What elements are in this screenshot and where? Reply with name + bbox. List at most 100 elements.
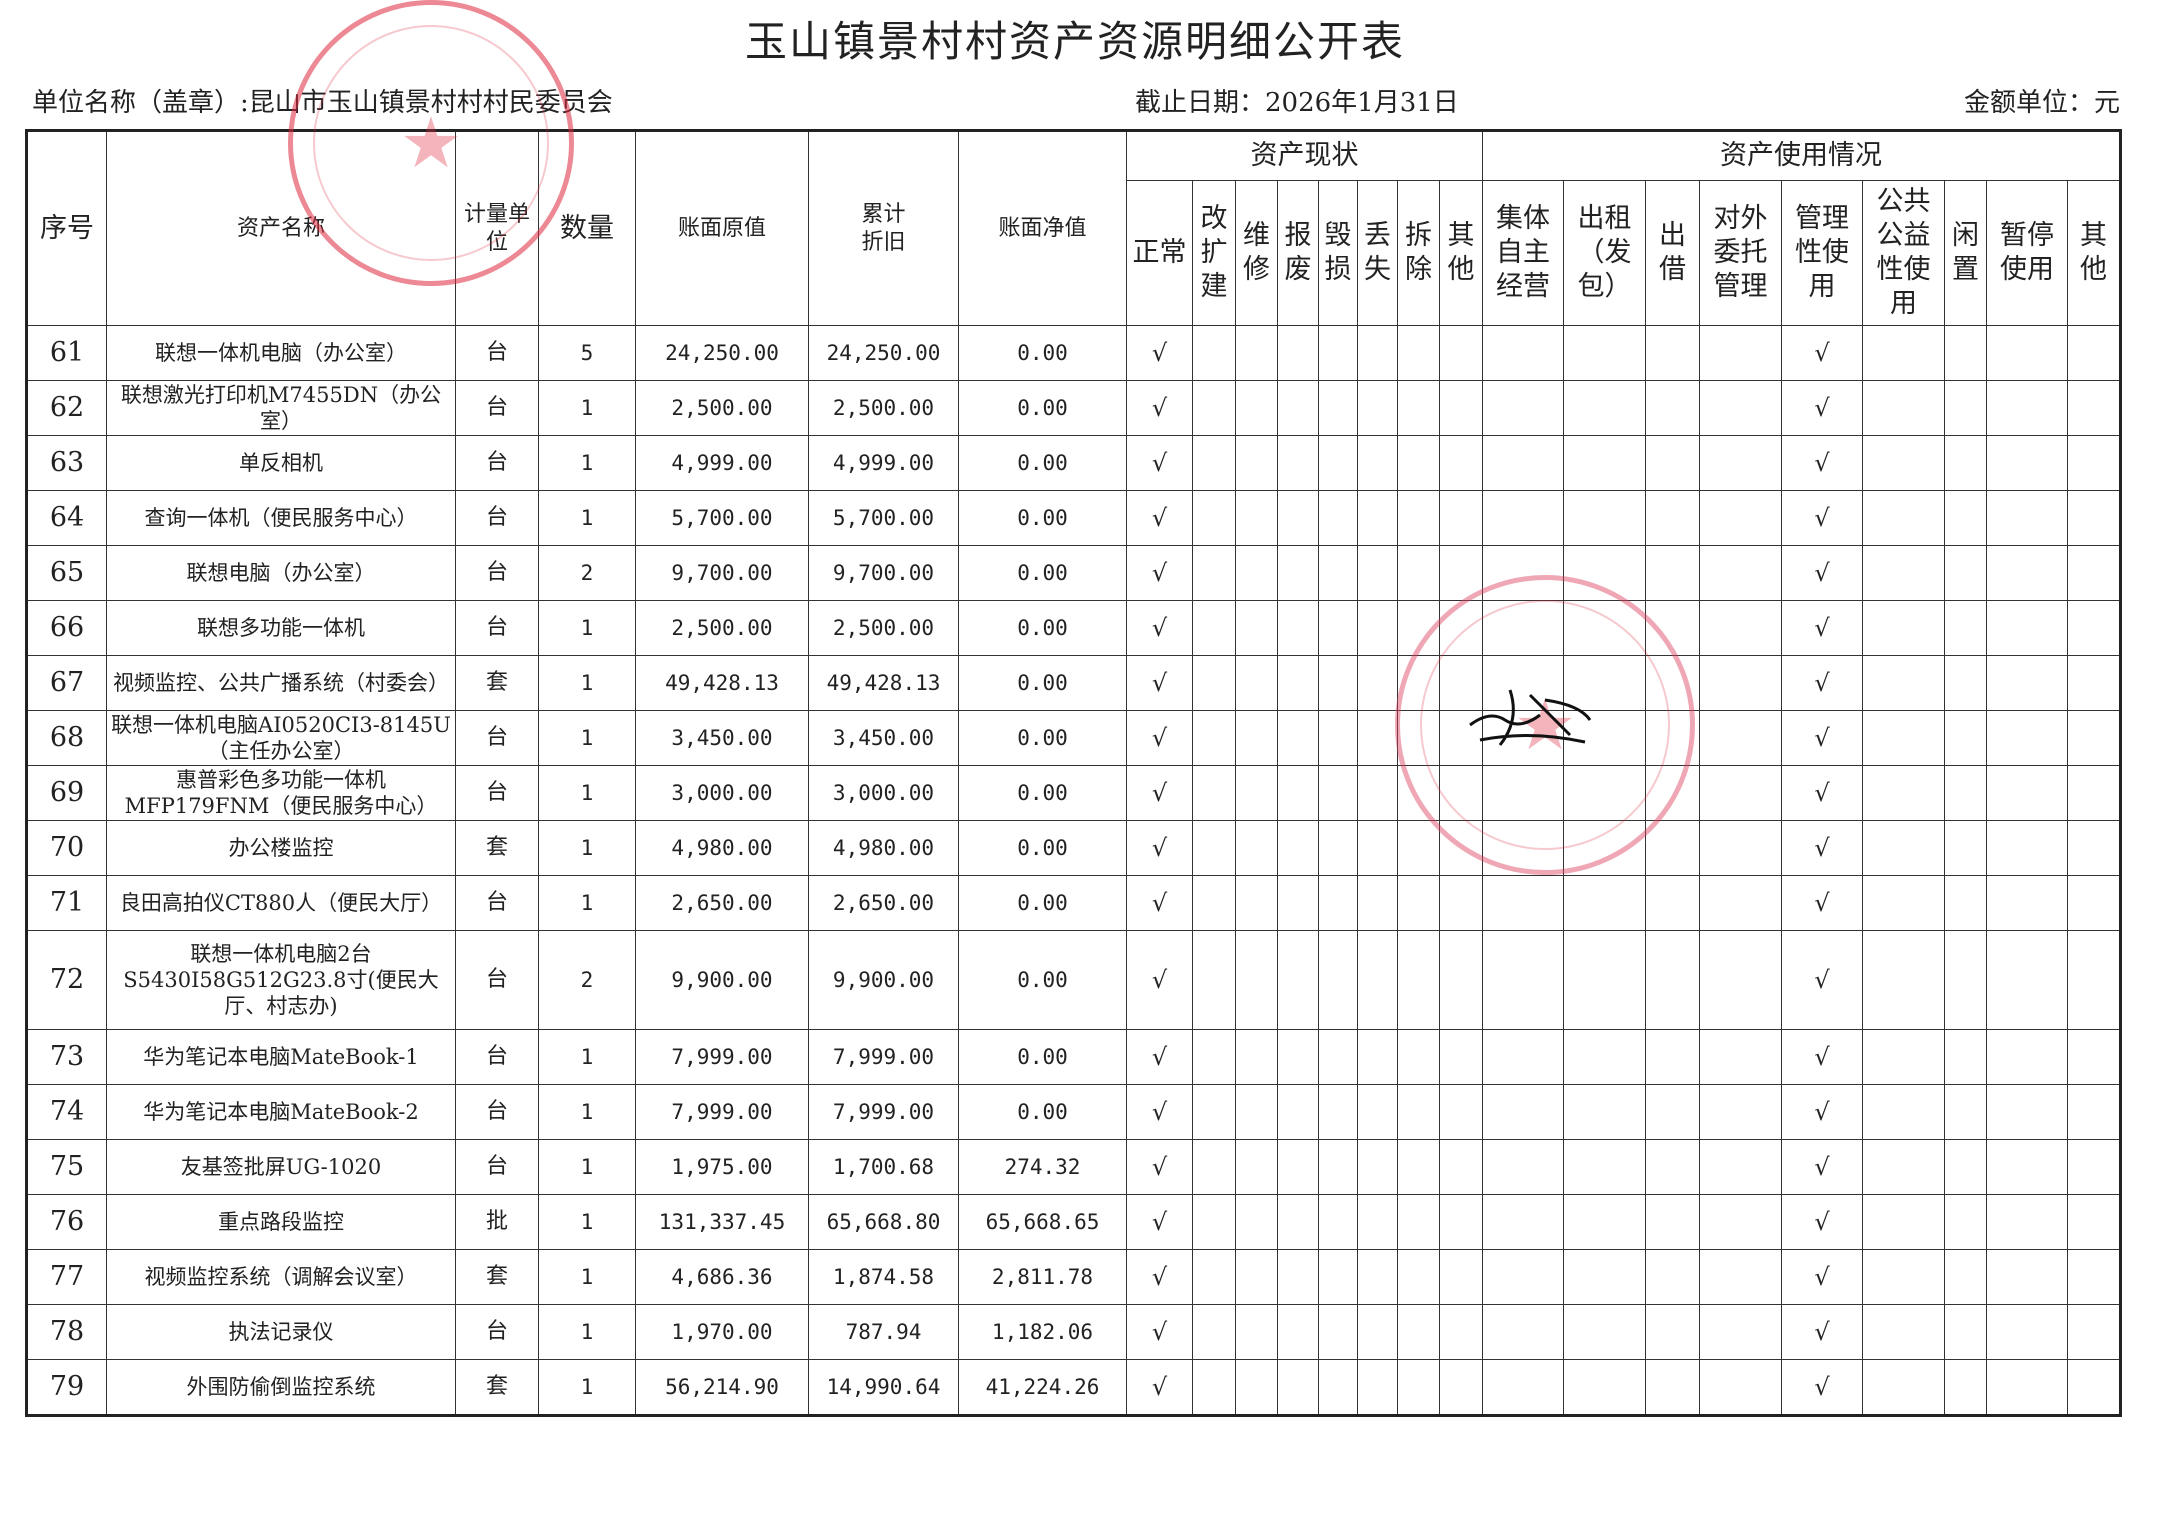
- status-cell-3: [1277, 875, 1319, 931]
- row-seq: 74: [26, 1084, 107, 1140]
- header-net: 账面净值: [958, 130, 1127, 326]
- usage-cell-0: [1482, 1139, 1564, 1195]
- row-seq: 72: [26, 930, 107, 1030]
- status-cell-1: [1192, 655, 1236, 711]
- status-cell-7: [1439, 1029, 1483, 1085]
- usage-cell-3: [1699, 875, 1782, 931]
- usage-cell-8: [2066, 1249, 2122, 1305]
- check-mark-icon: √: [1126, 1029, 1193, 1085]
- header-unit: 计量单位: [455, 130, 539, 326]
- usage-cell-6: [1944, 875, 1987, 931]
- book-net-value: 0.00: [958, 655, 1127, 711]
- usage-cell-6: [1944, 545, 1987, 601]
- usage-cell-3: [1699, 820, 1782, 876]
- check-mark-icon: √: [1781, 600, 1863, 656]
- table-row: 73 华为笔记本电脑MateBook-1 台 1 7,999.00 7,999.00 0.0…: [26, 1029, 2122, 1085]
- header-depreciation: 累计折旧: [808, 130, 959, 326]
- table-row: 77 视频监控系统（调解会议室）套 1 4,686.36 1,874.58 2,811.7…: [26, 1249, 2122, 1305]
- status-cell-2: [1235, 1194, 1278, 1250]
- status-cell-7: [1439, 1304, 1483, 1360]
- header-status-3: 报废: [1277, 180, 1319, 326]
- status-cell-5: [1357, 435, 1398, 491]
- accumulated-depreciation: 9,700.00: [808, 545, 959, 601]
- status-cell-6: [1397, 1249, 1440, 1305]
- usage-cell-2: [1645, 490, 1700, 546]
- usage-cell-2: [1645, 600, 1700, 656]
- status-cell-1: [1192, 1084, 1236, 1140]
- quantity: 1: [538, 1139, 636, 1195]
- status-cell-4: [1318, 1139, 1358, 1195]
- header-status-5: 丢失: [1357, 180, 1398, 326]
- check-mark-icon: √: [1781, 1029, 1863, 1085]
- handwritten-signature: [1469, 689, 1592, 746]
- book-net-value: 274.32: [958, 1139, 1127, 1195]
- usage-cell-8: [2066, 1084, 2122, 1140]
- usage-cell-8: [2066, 875, 2122, 931]
- usage-cell-3: [1699, 1194, 1782, 1250]
- check-mark-icon: √: [1781, 380, 1863, 436]
- row-seq: 70: [26, 820, 107, 876]
- book-original-value: 49,428.13: [635, 655, 809, 711]
- currency-unit: 金额单位：元: [1963, 88, 2120, 118]
- usage-cell-2: [1645, 930, 1700, 1030]
- status-cell-5: [1357, 1029, 1398, 1085]
- row-seq: 69: [26, 765, 107, 821]
- asset-name: 联想一体机电脑AI0520CI3-8145U（主任办公室）: [106, 710, 456, 766]
- usage-cell-0: [1482, 765, 1564, 821]
- check-mark-icon: √: [1781, 930, 1863, 1030]
- header-status-0: 正常: [1126, 180, 1193, 326]
- book-original-value: 1,975.00: [635, 1139, 809, 1195]
- usage-cell-7: [1986, 710, 2068, 766]
- header-usage-8: 其他: [2066, 180, 2122, 326]
- book-original-value: 2,500.00: [635, 600, 809, 656]
- usage-cell-2: [1645, 765, 1700, 821]
- check-mark-icon: √: [1781, 1359, 1863, 1416]
- book-net-value: 0.00: [958, 930, 1127, 1030]
- book-net-value: 0.00: [958, 820, 1127, 876]
- usage-cell-6: [1944, 765, 1987, 821]
- measure-unit: 套: [455, 1249, 539, 1305]
- usage-cell-1: [1563, 1084, 1646, 1140]
- header-qty: 数量: [538, 130, 636, 326]
- usage-cell-5: [1862, 545, 1945, 601]
- status-cell-2: [1235, 875, 1278, 931]
- measure-unit: 台: [455, 710, 539, 766]
- status-cell-3: [1277, 765, 1319, 821]
- table-row: 72 联想一体机电脑2台S5430I58G512G23.8寸(便民大厅、村志办) 台…: [26, 930, 2122, 1030]
- usage-cell-6: [1944, 600, 1987, 656]
- usage-cell-2: [1645, 545, 1700, 601]
- usage-cell-8: [2066, 1029, 2122, 1085]
- check-mark-icon: √: [1126, 1194, 1193, 1250]
- usage-cell-1: [1563, 380, 1646, 436]
- accumulated-depreciation: 9,900.00: [808, 930, 959, 1030]
- asset-name: 执法记录仪: [106, 1304, 456, 1360]
- measure-unit: 台: [455, 875, 539, 931]
- status-cell-7: [1439, 1249, 1483, 1305]
- row-seq: 76: [26, 1194, 107, 1250]
- usage-cell-2: [1645, 1359, 1700, 1416]
- status-cell-5: [1357, 380, 1398, 436]
- status-cell-6: [1397, 380, 1440, 436]
- usage-cell-6: [1944, 1304, 1987, 1360]
- page-title: 玉山镇景村村资产资源明细公开表: [744, 17, 1405, 66]
- status-cell-7: [1439, 325, 1483, 381]
- status-cell-6: [1397, 930, 1440, 1030]
- usage-cell-2: [1645, 380, 1700, 436]
- table-row: 68 联想一体机电脑AI0520CI3-8145U（主任办公室）台 1 3,450.0…: [26, 710, 2122, 766]
- usage-cell-8: [2066, 765, 2122, 821]
- quantity: 1: [538, 1084, 636, 1140]
- accumulated-depreciation: 2,500.00: [808, 380, 959, 436]
- measure-unit: 台: [455, 435, 539, 491]
- status-cell-7: [1439, 765, 1483, 821]
- usage-cell-6: [1944, 380, 1987, 436]
- book-original-value: 2,500.00: [635, 380, 809, 436]
- row-seq: 63: [26, 435, 107, 491]
- status-cell-6: [1397, 1139, 1440, 1195]
- quantity: 1: [538, 710, 636, 766]
- check-mark-icon: √: [1126, 655, 1193, 711]
- book-original-value: 7,999.00: [635, 1084, 809, 1140]
- usage-cell-5: [1862, 1194, 1945, 1250]
- check-mark-icon: √: [1126, 820, 1193, 876]
- header-status-1: 改扩建: [1192, 180, 1236, 326]
- usage-cell-5: [1862, 600, 1945, 656]
